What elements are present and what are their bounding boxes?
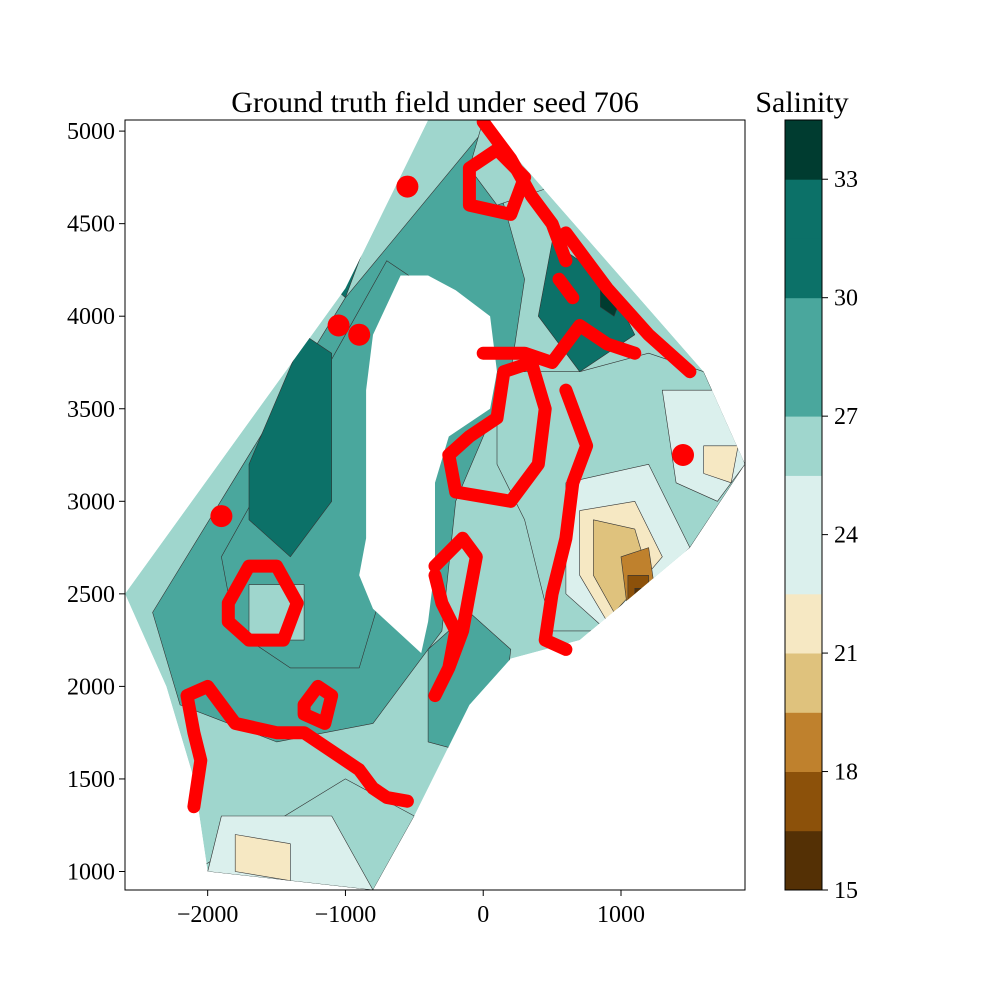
red-path-4 <box>428 531 483 703</box>
colorbar-band-10 <box>785 297 822 358</box>
red-path-1 <box>180 679 414 814</box>
y-tick-label: 4000 <box>67 304 115 330</box>
colorbar-tick-label: 27 <box>834 404 858 430</box>
y-tick-label: 3000 <box>67 489 115 515</box>
colorbar-band-6 <box>785 534 822 595</box>
colorbar-tick-label: 24 <box>834 523 858 549</box>
y-tick-label: 4500 <box>67 212 115 238</box>
colorbar-tick-label: 18 <box>834 760 858 786</box>
y-tick-label: 5000 <box>67 119 115 145</box>
colorbar-tick-label: 15 <box>834 878 858 904</box>
colorbar-tick-label: 30 <box>834 286 858 312</box>
red-path-6 <box>476 319 642 369</box>
red-dot-1 <box>327 314 350 337</box>
red-path-5 <box>442 356 552 508</box>
y-tick-label: 3500 <box>67 397 115 423</box>
contour-region-21 <box>634 587 644 600</box>
red-path-2 <box>221 559 304 647</box>
colorbar-band-5 <box>785 593 822 654</box>
x-tick-label: 1000 <box>597 902 645 928</box>
contour-region-16 <box>703 445 739 484</box>
red-dot-4 <box>396 175 419 198</box>
red-path-11 <box>552 272 580 305</box>
red-path-10 <box>559 226 697 379</box>
colorbar-tick-label: 21 <box>834 641 858 667</box>
red-path-9 <box>462 143 532 221</box>
colorbar-band-4 <box>785 653 822 713</box>
colorbar-band-11 <box>785 238 822 299</box>
plot-area <box>125 120 745 890</box>
y-axis: 1000 1500 2000 2500 3000 3500 4000 4500 5000 <box>67 119 125 885</box>
red-overlay <box>180 120 697 814</box>
y-tick-label: 2000 <box>67 674 115 700</box>
colorbar-band-3 <box>785 712 822 772</box>
x-tick-label: 0 <box>477 902 489 928</box>
y-tick-label: 1000 <box>67 859 115 885</box>
colorbar-title: Salinity <box>755 86 848 119</box>
colorbar-band-8 <box>785 416 822 476</box>
colorbar-band-2 <box>785 771 822 832</box>
y-tick-label: 1500 <box>67 767 115 793</box>
colorbar-frame <box>784 119 823 891</box>
plot-frame <box>124 119 746 891</box>
y-tick-label: 2500 <box>67 582 115 608</box>
colorbar-tick-label: 33 <box>834 167 858 193</box>
colorbar-band-9 <box>785 356 822 417</box>
red-dot-3 <box>672 444 694 466</box>
colorbar-band-12 <box>785 179 822 239</box>
x-tick-label: −2000 <box>177 902 239 928</box>
red-path-7 <box>538 383 594 656</box>
colorbar-band-13 <box>785 120 822 180</box>
red-dot-5 <box>210 505 233 528</box>
colorbar-band-7 <box>785 475 822 536</box>
island-hole <box>359 275 497 654</box>
chart-title: Ground truth field under seed 706 <box>231 86 638 119</box>
colorbar: 15 18 21 24 27 30 33 <box>785 120 858 904</box>
colorbar-band-1 <box>785 830 822 891</box>
red-path-3 <box>297 679 339 730</box>
x-axis: −2000 −1000 0 1000 <box>177 890 645 928</box>
salinity-field <box>125 120 745 890</box>
x-tick-label: −1000 <box>315 902 377 928</box>
red-dot-2 <box>348 323 371 346</box>
contour-region-17 <box>234 834 291 882</box>
